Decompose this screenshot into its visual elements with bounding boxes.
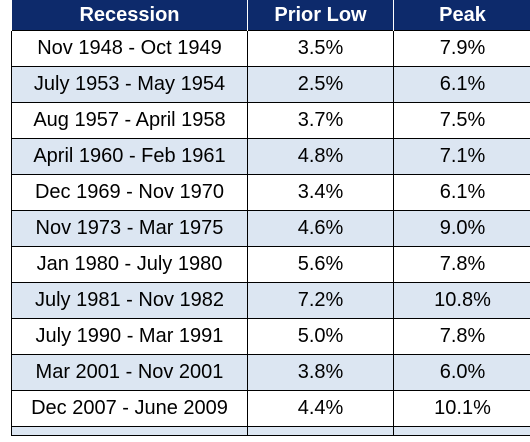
header-prior-low: Prior Low <box>247 0 394 31</box>
table-row: Nov 1973 - Mar 1975 4.6% 9.0% <box>11 210 530 247</box>
table-row: April 1960 - Feb 1961 4.8% 7.1% <box>11 138 530 175</box>
table-header: Recession Prior Low Peak <box>11 0 530 31</box>
cell-prior-low: 2.5% <box>247 66 394 103</box>
cell-empty <box>393 426 530 436</box>
cell-prior-low: 4.8% <box>247 138 394 175</box>
cell-peak: 6.1% <box>393 174 530 211</box>
table-row: Dec 2007 - June 2009 4.4% 10.1% <box>11 390 530 427</box>
table-row: Aug 1957 - April 1958 3.7% 7.5% <box>11 102 530 139</box>
table-row: Mar 2001 - Nov 2001 3.8% 6.0% <box>11 354 530 391</box>
cell-empty <box>11 426 248 436</box>
cell-recession: Aug 1957 - April 1958 <box>11 102 248 139</box>
table-row: July 1990 - Mar 1991 5.0% 7.8% <box>11 318 530 355</box>
cell-recession: Dec 2007 - June 2009 <box>11 390 248 427</box>
cell-prior-low: 3.8% <box>247 354 394 391</box>
cell-recession: Dec 1969 - Nov 1970 <box>11 174 248 211</box>
cell-peak: 10.8% <box>393 282 530 319</box>
recession-table: Recession Prior Low Peak Nov 1948 - Oct … <box>11 0 530 436</box>
header-recession: Recession <box>11 0 248 31</box>
cell-recession: Jan 1980 - July 1980 <box>11 246 248 283</box>
table-row: Dec 1969 - Nov 1970 3.4% 6.1% <box>11 174 530 211</box>
cell-recession: Nov 1973 - Mar 1975 <box>11 210 248 247</box>
cell-prior-low: 5.6% <box>247 246 394 283</box>
table-row: Nov 1948 - Oct 1949 3.5% 7.9% <box>11 30 530 67</box>
table-row-partial <box>11 426 530 436</box>
table-body: Nov 1948 - Oct 1949 3.5% 7.9% July 1953 … <box>11 30 530 436</box>
header-peak: Peak <box>393 0 530 31</box>
cell-recession: July 1990 - Mar 1991 <box>11 318 248 355</box>
cell-prior-low: 3.4% <box>247 174 394 211</box>
table-row: July 1981 - Nov 1982 7.2% 10.8% <box>11 282 530 319</box>
cell-peak: 7.5% <box>393 102 530 139</box>
cell-prior-low: 5.0% <box>247 318 394 355</box>
cell-recession: April 1960 - Feb 1961 <box>11 138 248 175</box>
table-row: Jan 1980 - July 1980 5.6% 7.8% <box>11 246 530 283</box>
cell-prior-low: 4.4% <box>247 390 394 427</box>
cell-empty <box>247 426 394 436</box>
cell-prior-low: 3.5% <box>247 30 394 67</box>
cell-peak: 9.0% <box>393 210 530 247</box>
cell-recession: Mar 2001 - Nov 2001 <box>11 354 248 391</box>
cell-recession: July 1981 - Nov 1982 <box>11 282 248 319</box>
cell-peak: 6.0% <box>393 354 530 391</box>
cell-recession: July 1953 - May 1954 <box>11 66 248 103</box>
cell-prior-low: 3.7% <box>247 102 394 139</box>
header-row: Recession Prior Low Peak <box>11 0 530 31</box>
cell-prior-low: 7.2% <box>247 282 394 319</box>
cell-prior-low: 4.6% <box>247 210 394 247</box>
cell-peak: 6.1% <box>393 66 530 103</box>
cell-peak: 7.8% <box>393 318 530 355</box>
cell-recession: Nov 1948 - Oct 1949 <box>11 30 248 67</box>
cell-peak: 7.8% <box>393 246 530 283</box>
cell-peak: 10.1% <box>393 390 530 427</box>
table-row: July 1953 - May 1954 2.5% 6.1% <box>11 66 530 103</box>
cell-peak: 7.9% <box>393 30 530 67</box>
cell-peak: 7.1% <box>393 138 530 175</box>
